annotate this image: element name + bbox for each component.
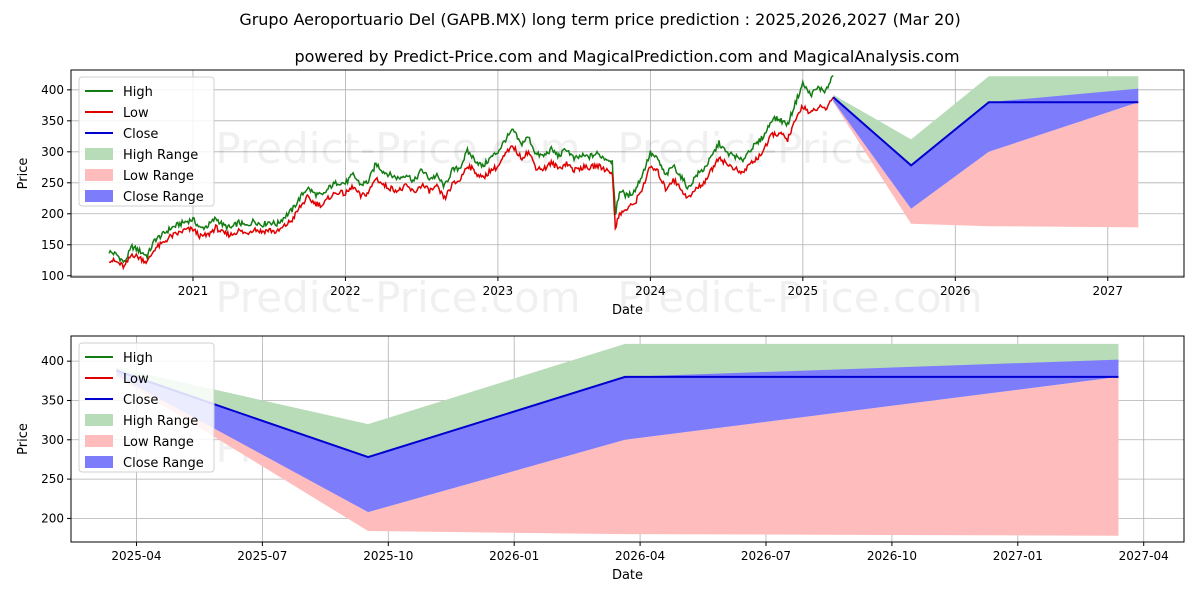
low-series-line bbox=[109, 96, 834, 271]
chart-subtitle: powered by Predict-Price.com and Magical… bbox=[294, 47, 959, 66]
x-tick-label: 2027-01 bbox=[993, 549, 1043, 563]
legend-label: Low bbox=[123, 372, 149, 387]
y-tick-label: 300 bbox=[41, 145, 64, 159]
y-tick-label: 250 bbox=[41, 472, 64, 486]
close-series-line bbox=[115, 369, 1119, 459]
x-tick-label: 2024 bbox=[635, 284, 666, 298]
watermark: Predict-Price.com bbox=[215, 273, 580, 322]
panel-1: Predict-Price.com Predict-Price.com Predic… bbox=[16, 69, 1185, 322]
y-tick-label: 200 bbox=[41, 511, 64, 525]
x-tick-label: 2025-04 bbox=[111, 549, 161, 563]
y-tick-label: 400 bbox=[41, 354, 64, 368]
legend-label: High Range bbox=[123, 414, 198, 429]
low-range-band bbox=[116, 373, 1119, 536]
legend-swatch bbox=[85, 169, 113, 181]
x-axis-label: Date bbox=[612, 568, 643, 583]
legend-label: Low Range bbox=[123, 435, 194, 450]
high-series-line bbox=[108, 74, 834, 264]
y-tick-label: 250 bbox=[41, 176, 64, 190]
x-axis-label: Date bbox=[612, 303, 643, 318]
x-tick-label: 2025-07 bbox=[237, 549, 287, 563]
x-tick-label: 2026 bbox=[940, 284, 971, 298]
y-tick-label: 350 bbox=[41, 114, 64, 128]
legend-label: Close Range bbox=[123, 190, 204, 205]
legend-label: Close bbox=[123, 127, 158, 142]
legend-label: Close bbox=[123, 393, 158, 408]
y-tick-label: 150 bbox=[41, 238, 64, 252]
y-tick-label: 400 bbox=[41, 83, 64, 97]
y-tick-label: 300 bbox=[41, 433, 64, 447]
legend-label: Low Range bbox=[123, 169, 194, 184]
y-axis-label: Price bbox=[16, 423, 31, 455]
chart-title: Grupo Aeroportuario Del (GAPB.MX) long t… bbox=[239, 10, 960, 29]
legend: High Low Close High Range Low Range Close Ran… bbox=[78, 342, 215, 473]
legend-label: High bbox=[123, 351, 153, 366]
x-tick-label: 2025 bbox=[788, 284, 819, 298]
plot-area bbox=[108, 74, 1139, 271]
x-tick-label: 2026-07 bbox=[741, 549, 791, 563]
x-tick-label: 2026-04 bbox=[615, 549, 665, 563]
plot-frame bbox=[70, 335, 1185, 543]
legend-label: High bbox=[123, 85, 153, 100]
x-tick-label: 2023 bbox=[483, 284, 514, 298]
close-range-band bbox=[116, 359, 1119, 513]
legend-label: Low bbox=[123, 106, 149, 121]
x-tick-label: 2027 bbox=[1092, 284, 1123, 298]
legend-swatch bbox=[85, 435, 113, 447]
x-tick-label: 2025-10 bbox=[363, 549, 413, 563]
legend-swatch bbox=[85, 190, 113, 202]
close-series-line bbox=[832, 96, 1139, 167]
legend-swatch bbox=[85, 148, 113, 160]
close-range-band bbox=[833, 88, 1139, 209]
x-tick-label: 2026-10 bbox=[867, 549, 917, 563]
x-tick-label: 2027-04 bbox=[1119, 549, 1169, 563]
y-axis-label: Price bbox=[16, 158, 31, 190]
y-tick-label: 200 bbox=[41, 207, 64, 221]
x-tick-label: 2026-01 bbox=[489, 549, 539, 563]
plot-area bbox=[115, 343, 1119, 536]
legend-label: High Range bbox=[123, 148, 198, 163]
y-tick-label: 350 bbox=[41, 393, 64, 407]
low-range-band bbox=[833, 99, 1139, 228]
legend: High Low Close High Range Low Range Close Ran… bbox=[78, 76, 215, 207]
watermark: Predict-Price.com bbox=[215, 124, 580, 173]
x-tick-label: 2021 bbox=[178, 284, 209, 298]
y-tick-label: 100 bbox=[41, 269, 64, 283]
legend-label: Close Range bbox=[123, 456, 204, 471]
plot-frame bbox=[70, 69, 1185, 278]
legend-swatch bbox=[85, 414, 113, 426]
watermark: Predict-Price.com bbox=[617, 273, 982, 322]
legend-swatch bbox=[85, 456, 113, 468]
x-tick-label: 2022 bbox=[330, 284, 361, 298]
panel-2: Predict-Price.comPredict-Price.com2025-0… bbox=[16, 335, 1185, 583]
